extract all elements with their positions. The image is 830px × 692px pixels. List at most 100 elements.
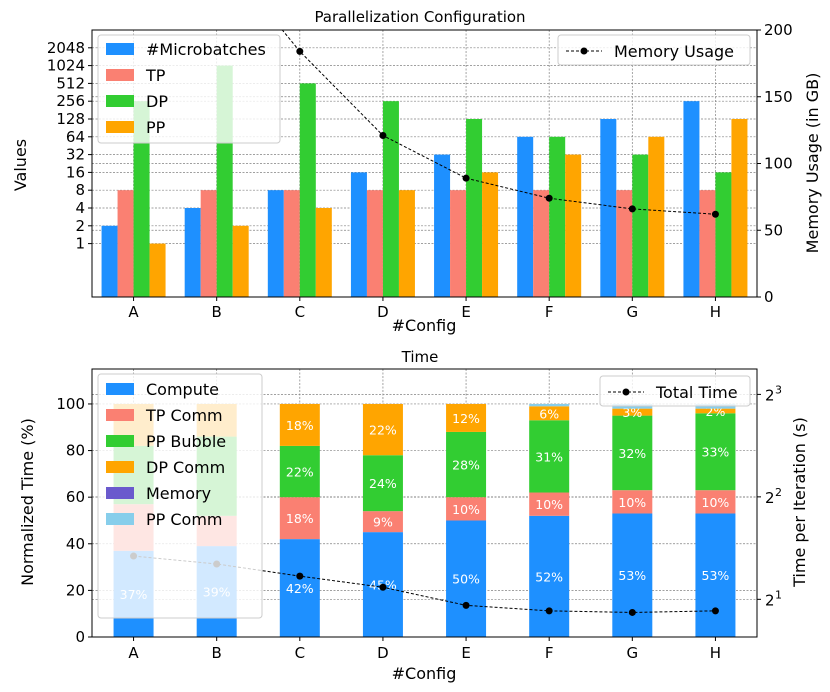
legend-label: DP [146,92,168,111]
legend-label: PP Comm [146,510,223,529]
y2-tick-label: 150 [764,88,793,106]
y-tick-label: 0 [75,628,85,646]
y2-tick-exponent: 2 [775,486,782,499]
y-tick-label: 1024 [47,57,85,75]
bar-pp [398,190,415,297]
bar-percent-label: 52% [535,569,563,584]
bar-segment-tpcomm [279,497,320,540]
x-tick-label: F [545,644,554,662]
time-y2-ticks: 2 12 22 3 [757,383,782,609]
bar-segment-tpcomm [529,492,570,516]
bar-percent-label: 50% [452,572,480,587]
total-time-legend-marker [622,388,630,396]
x-tick-label: C [295,644,305,662]
y-tick-label: 256 [56,92,85,110]
memory-point [296,47,304,55]
total-time-legend-label: Total Time [655,383,738,402]
bar-percent-label: 10% [535,497,563,512]
bar-microbatches [683,101,700,297]
bar-dp [549,136,566,297]
total-time-legend: Total Time [599,375,751,407]
bar-percent-label: 3% [622,405,642,420]
x-tick-label: H [710,644,721,662]
y-tick-label: 512 [56,74,85,92]
bar-dp [466,119,483,297]
bar-microbatches [434,154,451,297]
bar-percent-label: 42% [286,581,314,596]
bar-percent-label: 32% [618,446,646,461]
total-time-point [462,601,470,609]
bar-tp [699,190,716,297]
total-time-point [545,607,553,615]
y2-tick-label: 0 [764,288,774,306]
y-tick-label: 16 [66,163,85,181]
bar-percent-label: 33% [702,445,730,460]
time-panel: 37%39%42%18%22%18%45%9%24%22%50%10%28%12… [18,348,809,683]
bar-percent-label: 22% [369,423,397,438]
memory-point [545,194,553,202]
bar-segment-dpcomm [446,403,487,432]
y-tick-label: 1 [75,235,85,253]
bar-microbatches [600,119,617,297]
time-title: Time [401,348,439,366]
bar-dp [133,101,150,297]
bar-segment-tpcomm [362,511,403,533]
y2-tick-base: 2 [765,386,775,404]
bar-microbatches [184,208,201,297]
bar-segment-ppbubble [279,445,320,498]
y2-tick-base: 2 [765,489,775,507]
legend-swatch [106,95,134,107]
bar-segment-ppbubble [695,413,736,491]
legend-swatch [106,121,134,133]
legend-swatch [106,487,134,499]
config-y2-ticks: 0 50 100 150 200 [757,21,793,306]
config-x-ticks: A B C D E F G H [128,297,721,321]
memory-legend: Memory Usage [557,34,751,66]
legend-swatch [106,69,134,81]
bar-dp [382,101,399,297]
bar-pp [731,119,748,297]
y-tick-label: 20 [66,581,85,599]
bar-segment-tpcomm [695,490,736,514]
y-tick-label: 2048 [47,39,85,57]
x-tick-label: B [212,303,222,321]
config-title: Parallelization Configuration [314,8,525,26]
y-tick-label: 128 [56,110,85,128]
bar-tp [533,190,550,297]
y-tick-label: 32 [66,146,85,164]
x-tick-label: A [128,303,139,321]
y2-tick-base: 2 [765,591,775,609]
y-tick-label: 4 [75,199,85,217]
bar-percent-label: 18% [286,418,314,433]
bar-dp [632,154,649,297]
bar-segment-dpcomm [529,406,570,421]
memory-legend-marker [580,47,588,55]
time-y2-axis-label: Time per Iteration (s) [790,417,809,588]
bar-percent-label: 24% [369,476,397,491]
total-time-point [296,572,304,580]
bar-percent-label: 12% [452,411,480,426]
x-tick-label: G [627,644,639,662]
legend-label: TP [145,66,166,85]
legend-label: #Microbatches [146,40,266,59]
config-y2-axis-label: Memory Usage (in GB) [803,73,822,254]
time-x-axis-label: #Config [392,664,457,683]
bar-pp [232,225,249,297]
y-tick-label: 8 [75,181,85,199]
bar-percent-label: 6% [539,406,559,421]
bar-segment-compute [695,513,736,637]
bar-tp [616,190,633,297]
memory-point [628,205,636,213]
x-tick-label: E [461,644,470,662]
legend-swatch [106,43,134,55]
x-tick-label: A [128,644,139,662]
memory-point [379,131,387,139]
bar-tp [117,190,134,297]
bar-segment-compute [446,520,487,637]
legend-swatch [106,409,134,421]
legend-label: Memory [146,484,211,503]
x-tick-label: D [377,644,389,662]
